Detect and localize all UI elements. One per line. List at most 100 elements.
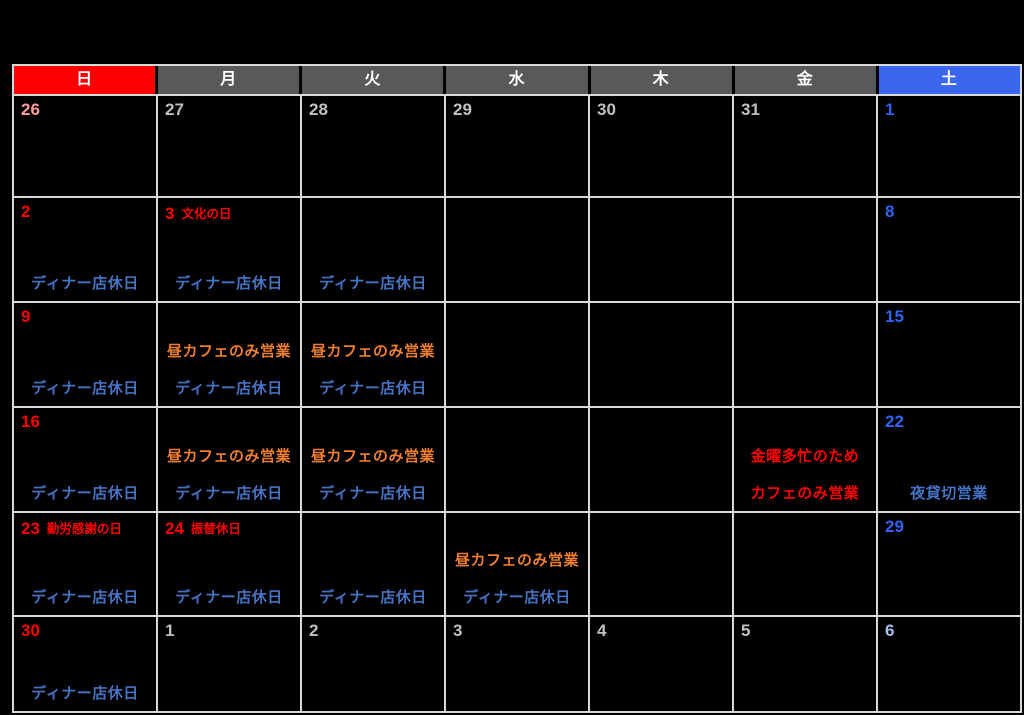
day-cell: ディナー店休日 (302, 198, 444, 301)
day-notes: 昼カフェのみ営業 ディナー店休日 (158, 429, 300, 503)
date-number: 24 (165, 519, 184, 538)
day-cell: 昼カフェのみ営業 ディナー店休日 (446, 513, 588, 615)
day-cell-header: 28 (302, 96, 444, 120)
note-line: ディナー店休日 (319, 485, 427, 502)
day-cell (590, 408, 732, 511)
day-cell (734, 198, 876, 301)
day-notes: ディナー店休日 (158, 256, 300, 293)
day-notes: ディナー店休日 (14, 361, 156, 398)
day-cell-header: 2 (302, 617, 444, 641)
day-cell: 23 勤労感謝の日ディナー店休日 (14, 513, 156, 615)
day-cell-header: 30 (14, 617, 156, 641)
day-notes: ディナー店休日 (158, 570, 300, 607)
note-line: ディナー店休日 (31, 380, 139, 397)
day-cell-header: 1 (878, 96, 1020, 120)
note-line: ディナー店休日 (31, 589, 139, 606)
day-cell-header: 5 (734, 617, 876, 641)
date-number: 2 (21, 202, 31, 221)
note-line: ディナー店休日 (175, 485, 283, 502)
day-notes: ディナー店休日 (302, 256, 444, 293)
day-cell-header: 6 (878, 617, 1020, 641)
day-notes: 昼カフェのみ営業 ディナー店休日 (302, 324, 444, 398)
day-cell: 9 ディナー店休日 (14, 303, 156, 406)
note-line: ディナー店休日 (31, 485, 139, 502)
date-number: 29 (453, 100, 472, 119)
day-notes: 昼カフェのみ営業 ディナー店休日 (302, 429, 444, 503)
day-cell-header (302, 198, 444, 203)
day-cell-header: 4 (590, 617, 732, 641)
note-line: ディナー店休日 (463, 589, 571, 606)
day-cell-header (446, 198, 588, 203)
day-cell (590, 303, 732, 406)
date-number: 2 (309, 621, 319, 640)
day-cell: 1 (158, 617, 300, 711)
day-cell: 30 (590, 96, 732, 196)
day-cell: 24 振替休日ディナー店休日 (158, 513, 300, 615)
date-number: 1 (165, 621, 175, 640)
weekday-header-6: 土 (878, 66, 1020, 94)
day-cell-header: 8 (878, 198, 1020, 222)
day-cell-header: 23 勤労感謝の日 (14, 513, 156, 539)
date-number: 9 (21, 307, 31, 326)
day-cell (734, 513, 876, 615)
day-cell: 昼カフェのみ営業 ディナー店休日 (302, 303, 444, 406)
note-line: ディナー店休日 (31, 275, 139, 292)
weekday-header-1: 月 (158, 66, 300, 94)
note-line: 昼カフェのみ営業 (166, 343, 291, 360)
day-cell: 1 (878, 96, 1020, 196)
date-number: 22 (885, 412, 904, 431)
day-cell-header: 26 (14, 96, 156, 120)
holiday-label: 振替休日 (190, 522, 241, 536)
day-cell: ディナー店休日 (302, 513, 444, 615)
day-cell (446, 198, 588, 301)
day-cell (446, 408, 588, 511)
day-cell: 3 文化の日 ディナー店休日 (158, 198, 300, 301)
weekday-header-0: 日 (14, 66, 156, 94)
date-number: 23 (21, 519, 40, 538)
note-line: ディナー店休日 (319, 589, 427, 606)
date-number: 30 (21, 621, 40, 640)
day-cell: 5 (734, 617, 876, 711)
note-line: 昼カフェのみ営業 (310, 343, 435, 360)
day-cell-header: 29 (446, 96, 588, 120)
day-cell-header: 1 (158, 617, 300, 641)
day-cell-header (302, 408, 444, 413)
day-cell-header (446, 303, 588, 308)
day-cell-header: 2 (14, 198, 156, 222)
day-cell-header: 24 振替休日 (158, 513, 300, 539)
date-number: 1 (885, 100, 895, 119)
day-cell-header (590, 513, 732, 518)
day-cell: 昼カフェのみ営業 ディナー店休日 (158, 408, 300, 511)
day-notes: 昼カフェのみ営業 ディナー店休日 (158, 324, 300, 398)
weekday-header-3: 水 (446, 66, 588, 94)
note-line: 夜貸切営業 (910, 485, 988, 502)
day-cell-header: 29 (878, 513, 1020, 537)
day-cell-header (734, 513, 876, 518)
day-cell: 29 (446, 96, 588, 196)
day-cell: 8 (878, 198, 1020, 301)
day-cell: 22 夜貸切営業 (878, 408, 1020, 511)
date-number: 3 (165, 204, 175, 223)
day-cell-header: 3 (446, 617, 588, 641)
weekday-header-4: 木 (590, 66, 732, 94)
day-cell: 昼カフェのみ営業 ディナー店休日 (158, 303, 300, 406)
weekday-header-row: 日月火水木金土 (14, 66, 1020, 94)
day-cell-header (590, 198, 732, 203)
day-cell-header: 15 (878, 303, 1020, 327)
note-line: ディナー店休日 (175, 589, 283, 606)
note-line: ディナー店休日 (319, 275, 427, 292)
day-cell-header (446, 513, 588, 518)
date-number: 26 (21, 100, 40, 119)
date-number: 29 (885, 517, 904, 536)
day-cell (734, 303, 876, 406)
day-cell: 2 ディナー店休日 (14, 198, 156, 301)
day-cell-header (734, 303, 876, 308)
day-cell: 29 (878, 513, 1020, 615)
day-notes: 夜貸切営業 (878, 466, 1020, 503)
date-number: 8 (885, 202, 895, 221)
day-cell-header: 31 (734, 96, 876, 120)
day-cell: 6 (878, 617, 1020, 711)
date-number: 31 (741, 100, 760, 119)
note-line: 金曜多忙のため (750, 448, 860, 465)
date-number: 5 (741, 621, 751, 640)
